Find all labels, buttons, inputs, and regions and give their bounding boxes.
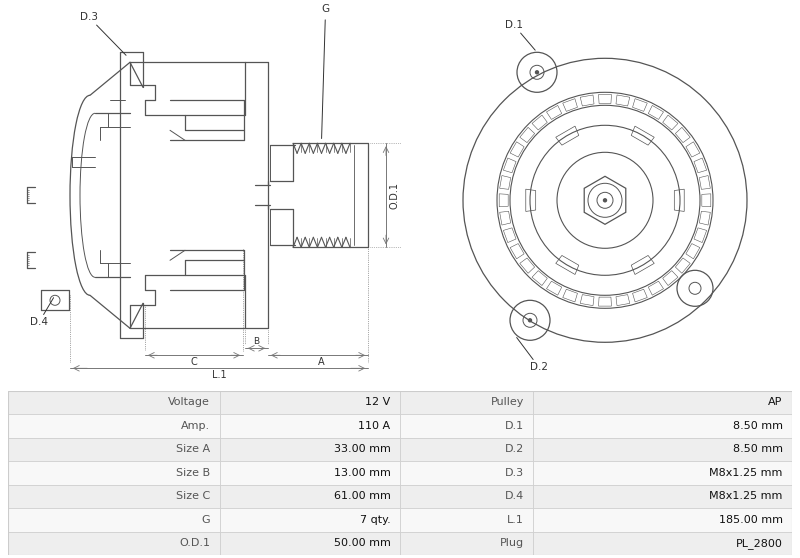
Text: B: B [254,337,259,347]
Text: 8.50 mm: 8.50 mm [733,421,782,431]
Text: D.1: D.1 [505,421,524,431]
Text: D.3: D.3 [505,468,524,478]
Bar [534,414,792,437]
Bar [220,437,400,461]
Text: 61.00 mm: 61.00 mm [334,492,390,502]
Bar [220,485,400,508]
Bar [400,508,534,532]
Text: M8x1.25 mm: M8x1.25 mm [710,468,782,478]
Text: D.2: D.2 [517,338,548,372]
Bar [8,391,220,414]
Bar [220,508,400,532]
Bar [534,532,792,555]
Text: L.1: L.1 [507,515,524,525]
Text: G: G [322,4,330,138]
Text: G: G [202,515,210,525]
Text: D.4: D.4 [505,492,524,502]
Text: Amp.: Amp. [181,421,210,431]
Text: C: C [190,357,198,367]
Text: D.3: D.3 [80,12,126,55]
Text: A3320: A3320 [25,398,94,417]
Text: 185.00 mm: 185.00 mm [718,515,782,525]
Bar [400,437,534,461]
Bar [220,461,400,485]
Bar [8,414,220,437]
Circle shape [603,199,606,202]
Text: 50.00 mm: 50.00 mm [334,538,390,549]
Bar [400,485,534,508]
Text: 8.50 mm: 8.50 mm [733,444,782,454]
Text: D.1: D.1 [505,20,535,50]
Bar [220,391,400,414]
Text: O.D.1: O.D.1 [179,538,210,549]
Circle shape [535,71,538,74]
Text: Size A: Size A [176,444,210,454]
Text: 110 A: 110 A [358,421,390,431]
Bar [220,532,400,555]
Bar [400,532,534,555]
Text: L.1: L.1 [212,371,226,381]
Text: PL_2800: PL_2800 [736,538,782,549]
Bar [534,508,792,532]
Text: D.4: D.4 [30,297,54,328]
Bar [8,437,220,461]
Circle shape [529,319,531,322]
Text: 33.00 mm: 33.00 mm [334,444,390,454]
Bar [8,485,220,508]
Bar [8,532,220,555]
Text: Plug: Plug [500,538,524,549]
Bar [8,508,220,532]
Text: 13.00 mm: 13.00 mm [334,468,390,478]
Text: 7 qty.: 7 qty. [360,515,390,525]
Bar [534,485,792,508]
Bar [400,414,534,437]
Text: AP: AP [768,397,782,407]
Text: M8x1.25 mm: M8x1.25 mm [710,492,782,502]
Text: Pulley: Pulley [490,397,524,407]
Text: A: A [318,357,324,367]
Text: Size B: Size B [176,468,210,478]
Bar [534,391,792,414]
Text: Size C: Size C [176,492,210,502]
Text: 12 V: 12 V [366,397,390,407]
Bar [400,391,534,414]
Bar [220,414,400,437]
Bar [400,461,534,485]
Bar [534,437,792,461]
Text: D.2: D.2 [505,444,524,454]
Text: Voltage: Voltage [168,397,210,407]
Text: O.D.1: O.D.1 [390,182,400,209]
Bar [534,461,792,485]
Bar [8,461,220,485]
